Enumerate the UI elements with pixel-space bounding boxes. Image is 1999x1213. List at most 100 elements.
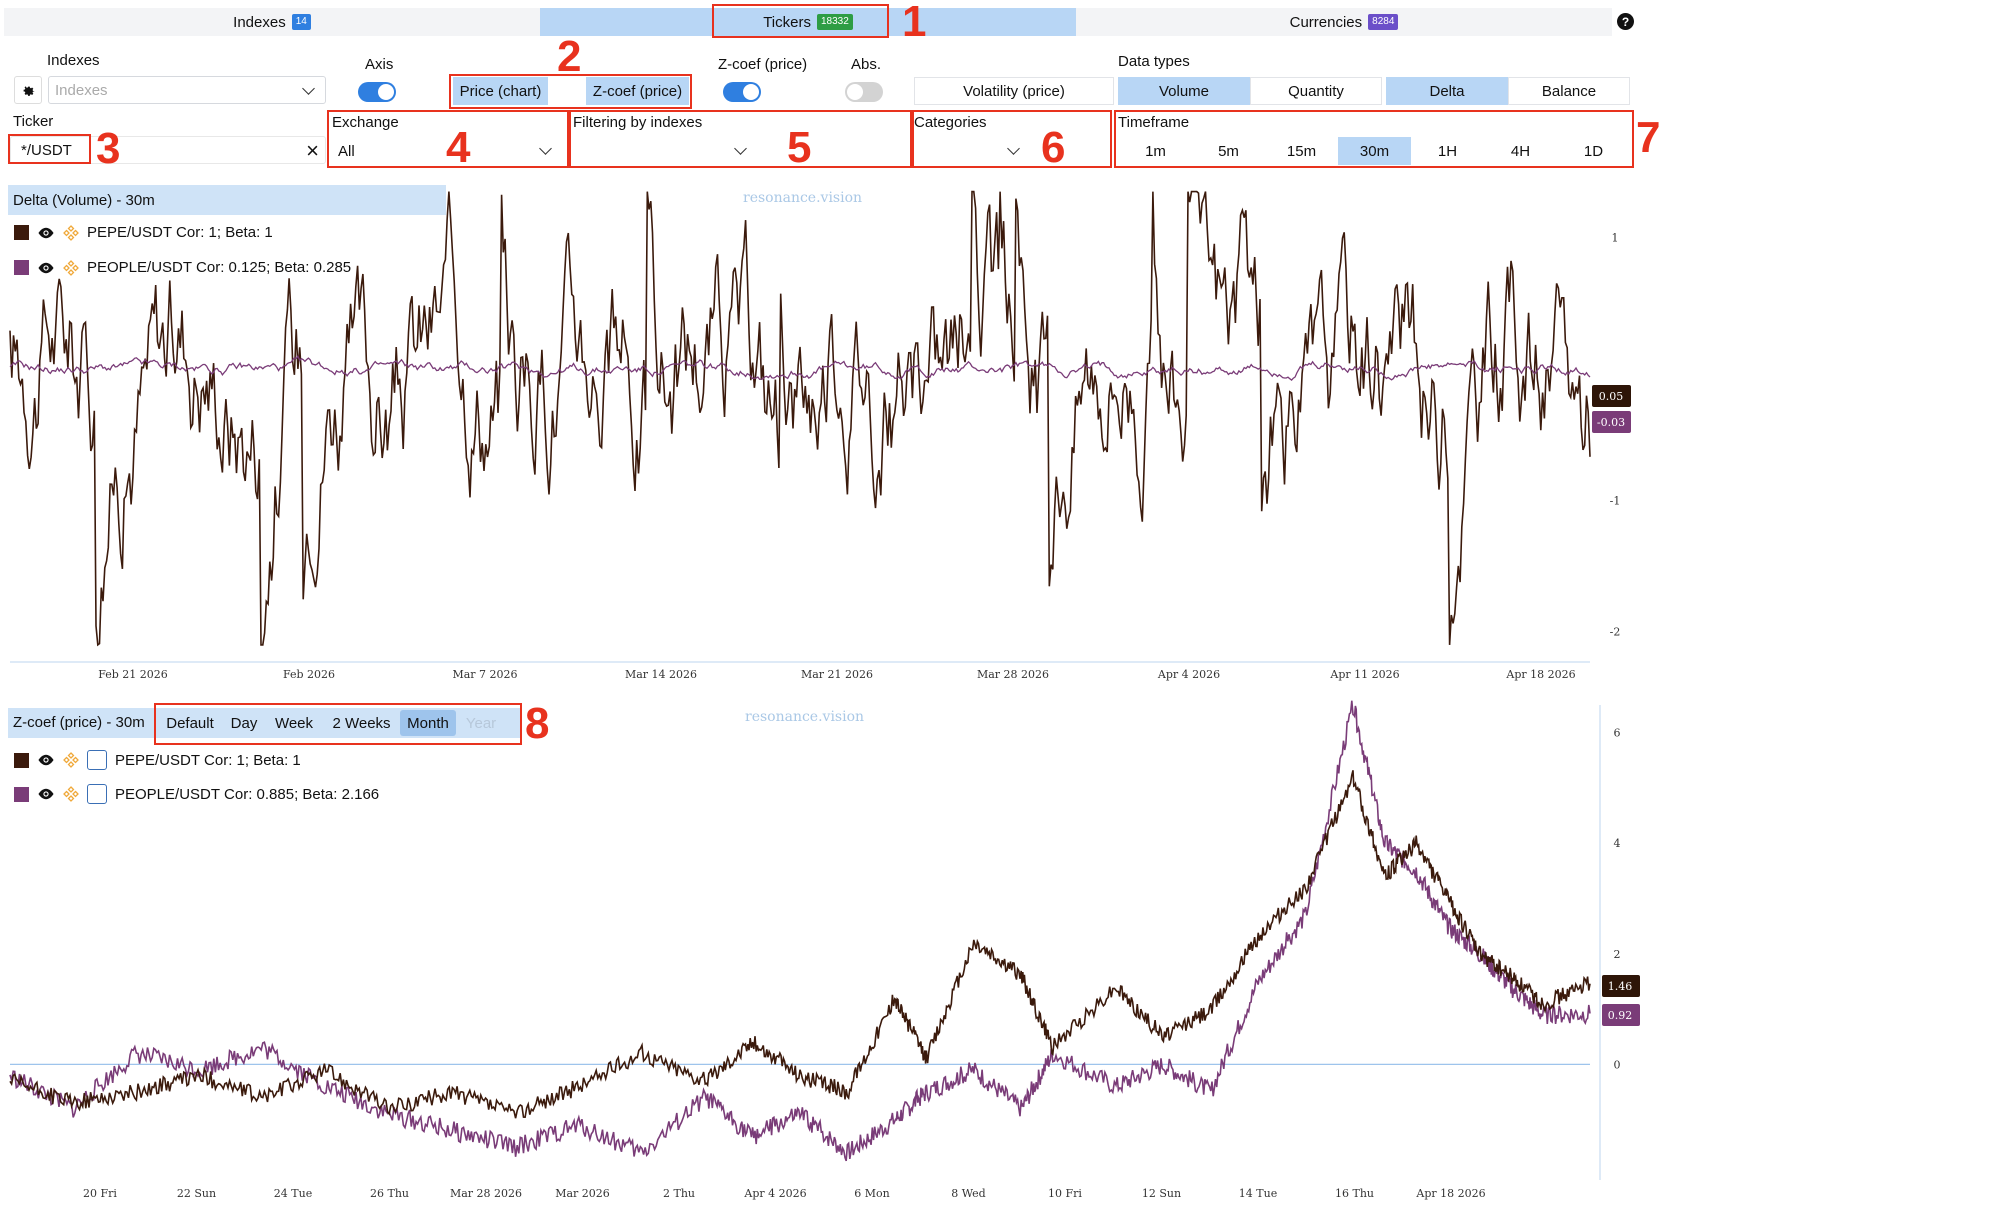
price-tag-people-text: 0.92 [1608,1009,1633,1022]
series-line-pepe [9,190,1591,647]
eye-icon[interactable] [37,788,55,800]
bottom-legend-people: PEOPLE/USDT Cor: 0.885; Beta: 2.166 [14,784,379,804]
chevron-down-icon [734,142,747,155]
data-type-volume[interactable]: Volume [1118,77,1250,105]
indexes-placeholder: Indexes [55,81,108,99]
range-month[interactable]: Month [400,710,456,736]
data-type-volatility-label: Volatility (price) [963,82,1065,100]
timeframe-1d[interactable]: 1D [1557,137,1630,165]
eye-icon[interactable] [37,262,55,274]
annotation-number-2: 2 [557,32,582,81]
price-tag-pepe-text: 0.05 [1599,390,1624,403]
zcoef-toggle[interactable] [723,82,761,102]
range-week-label: Week [274,714,314,732]
tab-currencies-label: Currencies [1289,13,1363,31]
range-default-label: Default [166,714,214,732]
range-week[interactable]: Week [265,710,323,736]
binance-icon [63,224,79,241]
annotation-number-8: 8 [525,699,550,748]
data-type-quantity[interactable]: Quantity [1250,77,1382,105]
watermark: resonance.vision [745,709,864,725]
legend-name: PEPE/USDT [115,751,201,769]
binance-icon [63,786,79,802]
tab-indexes-badge: 14 [291,14,311,30]
x-tick-label: 16 Thu [1335,1187,1374,1200]
x-tick-label: Apr 4 2026 [1157,668,1220,681]
top-legend-people: PEOPLE/USDT Cor: 0.125; Beta: 0.285 [14,259,351,276]
timeframe-15m[interactable]: 15m [1265,137,1338,165]
series-checkbox[interactable] [87,784,107,804]
y-tick-label: 1 [1612,232,1619,245]
legend-name: PEPE/USDT [87,224,173,241]
gap-segment [548,77,586,105]
clear-icon[interactable]: × [306,138,319,163]
y-tick-label: -1 [1610,494,1621,507]
x-tick-label: 12 Sun [1142,1187,1181,1200]
x-tick-label: 20 Fri [83,1187,117,1200]
color-swatch [14,225,29,240]
price-tag-people [1592,411,1631,433]
tab-tickers[interactable]: Tickers 18332 [540,8,1076,36]
tab-currencies-badge: 8284 [1368,14,1399,30]
timeframe-1h-label: 1H [1437,142,1458,160]
data-type-delta[interactable]: Delta [1386,77,1508,105]
legend-name: PEOPLE/USDT [115,785,221,803]
timeframe-15m-label: 15m [1286,142,1317,160]
tab-indexes-label: Indexes [233,13,286,31]
eye-icon[interactable] [37,754,55,766]
chevron-down-icon [1007,142,1020,155]
eye-icon[interactable] [37,227,55,239]
price-chart-label: Price (chart) [459,82,542,100]
top-chart-canvas[interactable]: resonance.vision Feb 21 2026 Feb 2026 Mar … [0,180,1640,690]
range-2-weeks[interactable]: 2 Weeks [323,710,400,736]
x-tick-label: Feb 2026 [283,668,335,681]
x-tick-label: Feb 21 2026 [98,668,168,681]
x-tick-label: 22 Sun [177,1187,216,1200]
timeframe-1m[interactable]: 1m [1119,137,1192,165]
filtering-label: Filtering by indexes [573,114,703,131]
timeframe-5m[interactable]: 5m [1192,137,1265,165]
tab-currencies[interactable]: Currencies 8284 [1076,8,1612,36]
data-type-volatility[interactable]: Volatility (price) [914,77,1114,105]
ticker-input[interactable]: */USDT × [10,136,326,164]
range-day[interactable]: Day [223,710,265,736]
categories-label: Categories [914,114,987,131]
zcoef-price-button[interactable]: Z-coef (price) [586,77,689,105]
ticker-value: */USDT [21,141,72,159]
ticker-label: Ticker [13,113,54,130]
axis-label: Axis [365,56,394,73]
annotation-number-5: 5 [787,123,812,172]
price-chart-button[interactable]: Price (chart) [453,77,548,105]
help-icon[interactable]: ? [1617,13,1634,30]
legend-stats: Cor: 0.885; Beta: 2.166 [224,785,380,803]
zcoef-price-label: Z-coef (price) [592,82,683,100]
settings-button[interactable] [14,76,42,104]
indexes-select[interactable]: Indexes [48,76,326,104]
x-tick-label: Mar 28 2026 [977,668,1049,681]
filtering-select[interactable] [573,137,751,165]
chevron-down-icon [539,142,552,155]
tab-indexes[interactable]: Indexes 14 [4,8,540,36]
timeframe-30m[interactable]: 30m [1338,137,1411,165]
categories-select[interactable] [914,137,1024,165]
exchange-select[interactable]: All [332,137,564,165]
axis-toggle[interactable] [358,82,396,102]
indexes-label: Indexes [47,52,100,69]
range-default[interactable]: Default [157,710,223,736]
data-type-delta-label: Delta [1429,82,1465,100]
abs-toggle[interactable] [845,82,883,102]
color-swatch [14,786,29,802]
timeframe-4h[interactable]: 4H [1484,137,1557,165]
exchange-label: Exchange [332,114,399,131]
x-tick-label: 26 Thu [370,1187,409,1200]
data-type-balance[interactable]: Balance [1508,77,1630,105]
x-tick-label: 10 Fri [1048,1187,1082,1200]
data-type-quantity-label: Quantity [1288,82,1344,100]
timeframe-30m-label: 30m [1359,142,1390,160]
timeframe-1m-label: 1m [1145,142,1166,160]
timeframe-1h[interactable]: 1H [1411,137,1484,165]
series-checkbox[interactable] [87,750,107,770]
data-type-volume-label: Volume [1158,82,1210,100]
bottom-chart-canvas[interactable]: resonance.vision 20 Fri 22 Sun 24 Tue 26 Th… [0,695,1640,1210]
x-tick-label: Mar 2026 [555,1187,610,1200]
